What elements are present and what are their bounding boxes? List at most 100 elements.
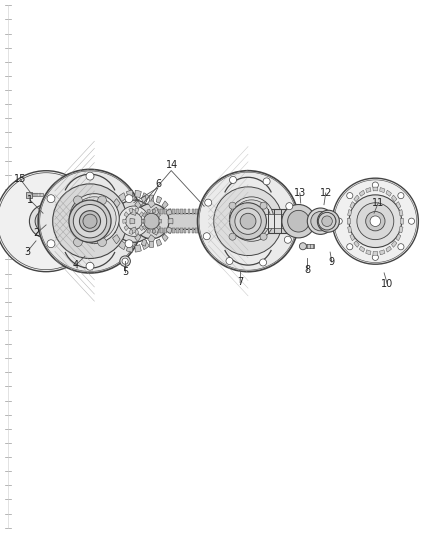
Ellipse shape [287,211,309,232]
Wedge shape [109,207,116,216]
Ellipse shape [73,238,82,246]
Ellipse shape [229,197,273,241]
Text: 10: 10 [380,279,392,288]
Text: 7: 7 [237,278,243,287]
Text: 12: 12 [319,188,331,198]
Text: 5: 5 [122,267,128,277]
Bar [160,209,162,214]
Wedge shape [399,218,403,224]
Text: 4: 4 [72,261,78,270]
Ellipse shape [332,178,417,264]
Bar [168,209,170,214]
Wedge shape [141,196,146,204]
Ellipse shape [346,192,352,199]
Wedge shape [147,209,150,213]
Wedge shape [141,219,144,223]
Wedge shape [395,234,400,241]
Bar [176,228,178,233]
Bar [191,209,194,214]
Bar [176,209,178,214]
Wedge shape [391,241,396,247]
Bar [203,228,205,233]
Text: 8: 8 [304,265,310,274]
Bar [195,228,198,233]
Ellipse shape [47,195,55,203]
Ellipse shape [29,205,63,238]
Bar [180,209,182,214]
Ellipse shape [348,195,401,247]
Ellipse shape [120,256,130,266]
Bar [156,209,159,214]
Ellipse shape [299,243,306,250]
Wedge shape [112,235,120,244]
Ellipse shape [240,213,255,229]
Wedge shape [159,219,161,223]
Wedge shape [385,190,391,196]
Text: 9: 9 [328,257,334,267]
Wedge shape [152,229,155,233]
Wedge shape [166,209,172,215]
Text: 11: 11 [371,198,384,207]
Ellipse shape [73,196,82,205]
Ellipse shape [125,195,133,203]
Ellipse shape [356,203,393,240]
Ellipse shape [318,213,335,230]
Wedge shape [154,217,159,225]
Ellipse shape [0,171,96,272]
Wedge shape [108,217,113,225]
Bar [160,228,162,233]
Wedge shape [126,190,133,198]
Bar [199,228,201,233]
Text: 14: 14 [166,160,178,170]
Wedge shape [124,225,128,231]
Ellipse shape [40,215,52,228]
Wedge shape [129,208,132,213]
Ellipse shape [83,214,97,228]
Wedge shape [347,209,351,216]
Bar [255,214,297,228]
Ellipse shape [371,254,378,261]
Ellipse shape [134,204,169,239]
Wedge shape [379,250,384,255]
Wedge shape [372,187,377,191]
Bar [164,228,166,233]
Bar [207,228,209,233]
Bar [168,228,170,233]
Wedge shape [152,209,155,213]
Wedge shape [391,195,396,201]
Wedge shape [149,195,153,201]
Wedge shape [168,219,173,224]
Bar [305,244,314,248]
Bar [207,209,209,214]
Ellipse shape [371,182,378,188]
Ellipse shape [197,171,298,272]
Wedge shape [147,229,150,233]
Ellipse shape [97,238,106,246]
Wedge shape [109,227,116,235]
Bar [191,228,194,233]
Bar [199,209,201,214]
Bar [255,209,293,233]
Ellipse shape [69,200,111,243]
Bar [172,209,174,214]
Wedge shape [346,218,350,224]
Wedge shape [347,227,351,233]
Wedge shape [358,190,364,196]
Ellipse shape [346,244,352,250]
Text: 6: 6 [155,179,161,189]
Ellipse shape [307,208,333,235]
Wedge shape [372,252,377,255]
Ellipse shape [97,196,106,205]
Bar [187,228,190,233]
Bar [155,213,210,229]
Ellipse shape [204,199,211,206]
Text: 1: 1 [27,195,33,205]
Ellipse shape [262,178,269,185]
Wedge shape [141,193,149,201]
Wedge shape [124,212,128,217]
Ellipse shape [203,233,210,240]
Wedge shape [118,241,126,249]
Ellipse shape [310,212,329,231]
Ellipse shape [369,216,380,227]
Ellipse shape [53,184,127,259]
